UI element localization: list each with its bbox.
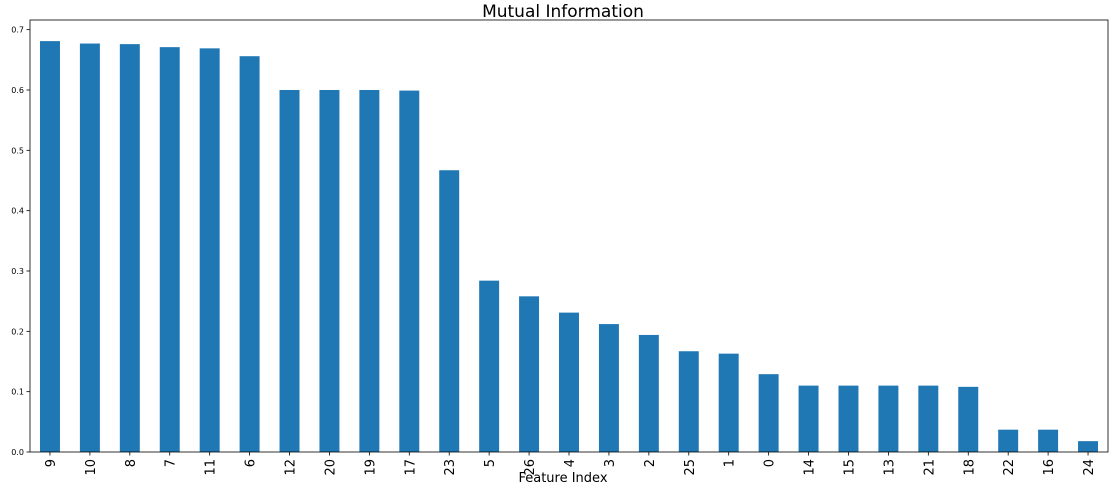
bar-feature-24	[1078, 441, 1099, 452]
x-tick-label: 8	[124, 459, 139, 467]
bar-feature-13	[878, 385, 899, 452]
y-tick-label: 0.4	[11, 207, 24, 216]
bar-feature-0	[758, 374, 779, 452]
x-axis: 9 10 8 7 11 6 12 20 19 17 23 5 26 4 3 2 25 1 0 14 15 13 21 18 22…	[44, 452, 1097, 476]
bar-feature-8	[119, 44, 140, 452]
bar-feature-20	[319, 89, 340, 452]
x-tick-label: 21	[922, 459, 937, 476]
y-tick-label: 0.6	[11, 86, 24, 95]
x-tick-label: 0	[763, 459, 778, 467]
bar-feature-7	[159, 47, 180, 452]
x-tick-label: 12	[284, 459, 299, 476]
x-tick-label: 6	[244, 459, 259, 467]
bar-feature-6	[239, 56, 260, 453]
bar-feature-15	[838, 385, 859, 452]
x-tick-label: 25	[683, 459, 698, 476]
y-tick-label: 0.5	[11, 146, 24, 155]
y-tick-label: 0.3	[11, 267, 24, 276]
x-tick-label: 18	[962, 459, 977, 476]
x-tick-label: 2	[643, 459, 658, 467]
bar-feature-9	[39, 41, 60, 453]
x-tick-label: 13	[882, 459, 897, 476]
x-tick-label: 10	[84, 459, 99, 476]
y-tick-label: 0.7	[11, 26, 24, 35]
plot-frame	[29, 19, 1109, 453]
bar-feature-11	[199, 48, 220, 452]
x-tick-label: 11	[204, 459, 219, 476]
x-tick-label: 3	[603, 459, 618, 467]
bar-feature-14	[798, 385, 819, 452]
x-tick-label: 22	[1002, 459, 1017, 476]
bar-feature-2	[638, 334, 659, 452]
x-tick-label: 4	[563, 459, 578, 467]
bar-feature-5	[479, 280, 500, 452]
bar-feature-1	[718, 353, 739, 452]
bar-feature-25	[678, 351, 699, 452]
x-tick-label: 1	[723, 459, 738, 467]
bar-feature-16	[1038, 429, 1059, 452]
y-tick-label: 0.1	[11, 388, 24, 397]
bar-feature-19	[359, 89, 380, 452]
y-tick-label: 0.0	[11, 448, 24, 457]
bar-feature-12	[279, 89, 300, 452]
x-tick-label: 17	[403, 459, 418, 476]
x-tick-label: 20	[323, 459, 338, 476]
x-tick-label: 14	[803, 459, 818, 476]
x-axis-label: Feature Index	[518, 471, 607, 485]
bar-feature-22	[998, 429, 1019, 452]
x-tick-label: 16	[1042, 459, 1057, 476]
x-tick-label: 9	[44, 459, 59, 467]
bar-feature-10	[79, 43, 100, 452]
x-tick-label: 7	[164, 459, 179, 467]
chart-title: Mutual Information	[482, 2, 644, 22]
bar-group	[39, 41, 1099, 453]
x-tick-label: 26	[523, 459, 538, 476]
y-axis: 0.0 0.1 0.2 0.3 0.4 0.5 0.6 0.7	[11, 26, 30, 457]
bar-feature-4	[559, 312, 579, 452]
y-tick-label: 0.2	[11, 327, 24, 336]
bar-feature-17	[399, 90, 420, 453]
bar-feature-3	[598, 324, 619, 452]
bar-feature-18	[958, 386, 979, 452]
bar-feature-26	[519, 296, 540, 452]
x-tick-label: 19	[363, 459, 378, 476]
bar-feature-21	[918, 385, 939, 452]
x-tick-label: 5	[483, 459, 498, 467]
x-tick-label: 24	[1082, 459, 1097, 476]
x-tick-label: 23	[443, 459, 458, 476]
x-tick-label: 15	[842, 459, 857, 476]
bar-feature-23	[439, 170, 460, 453]
